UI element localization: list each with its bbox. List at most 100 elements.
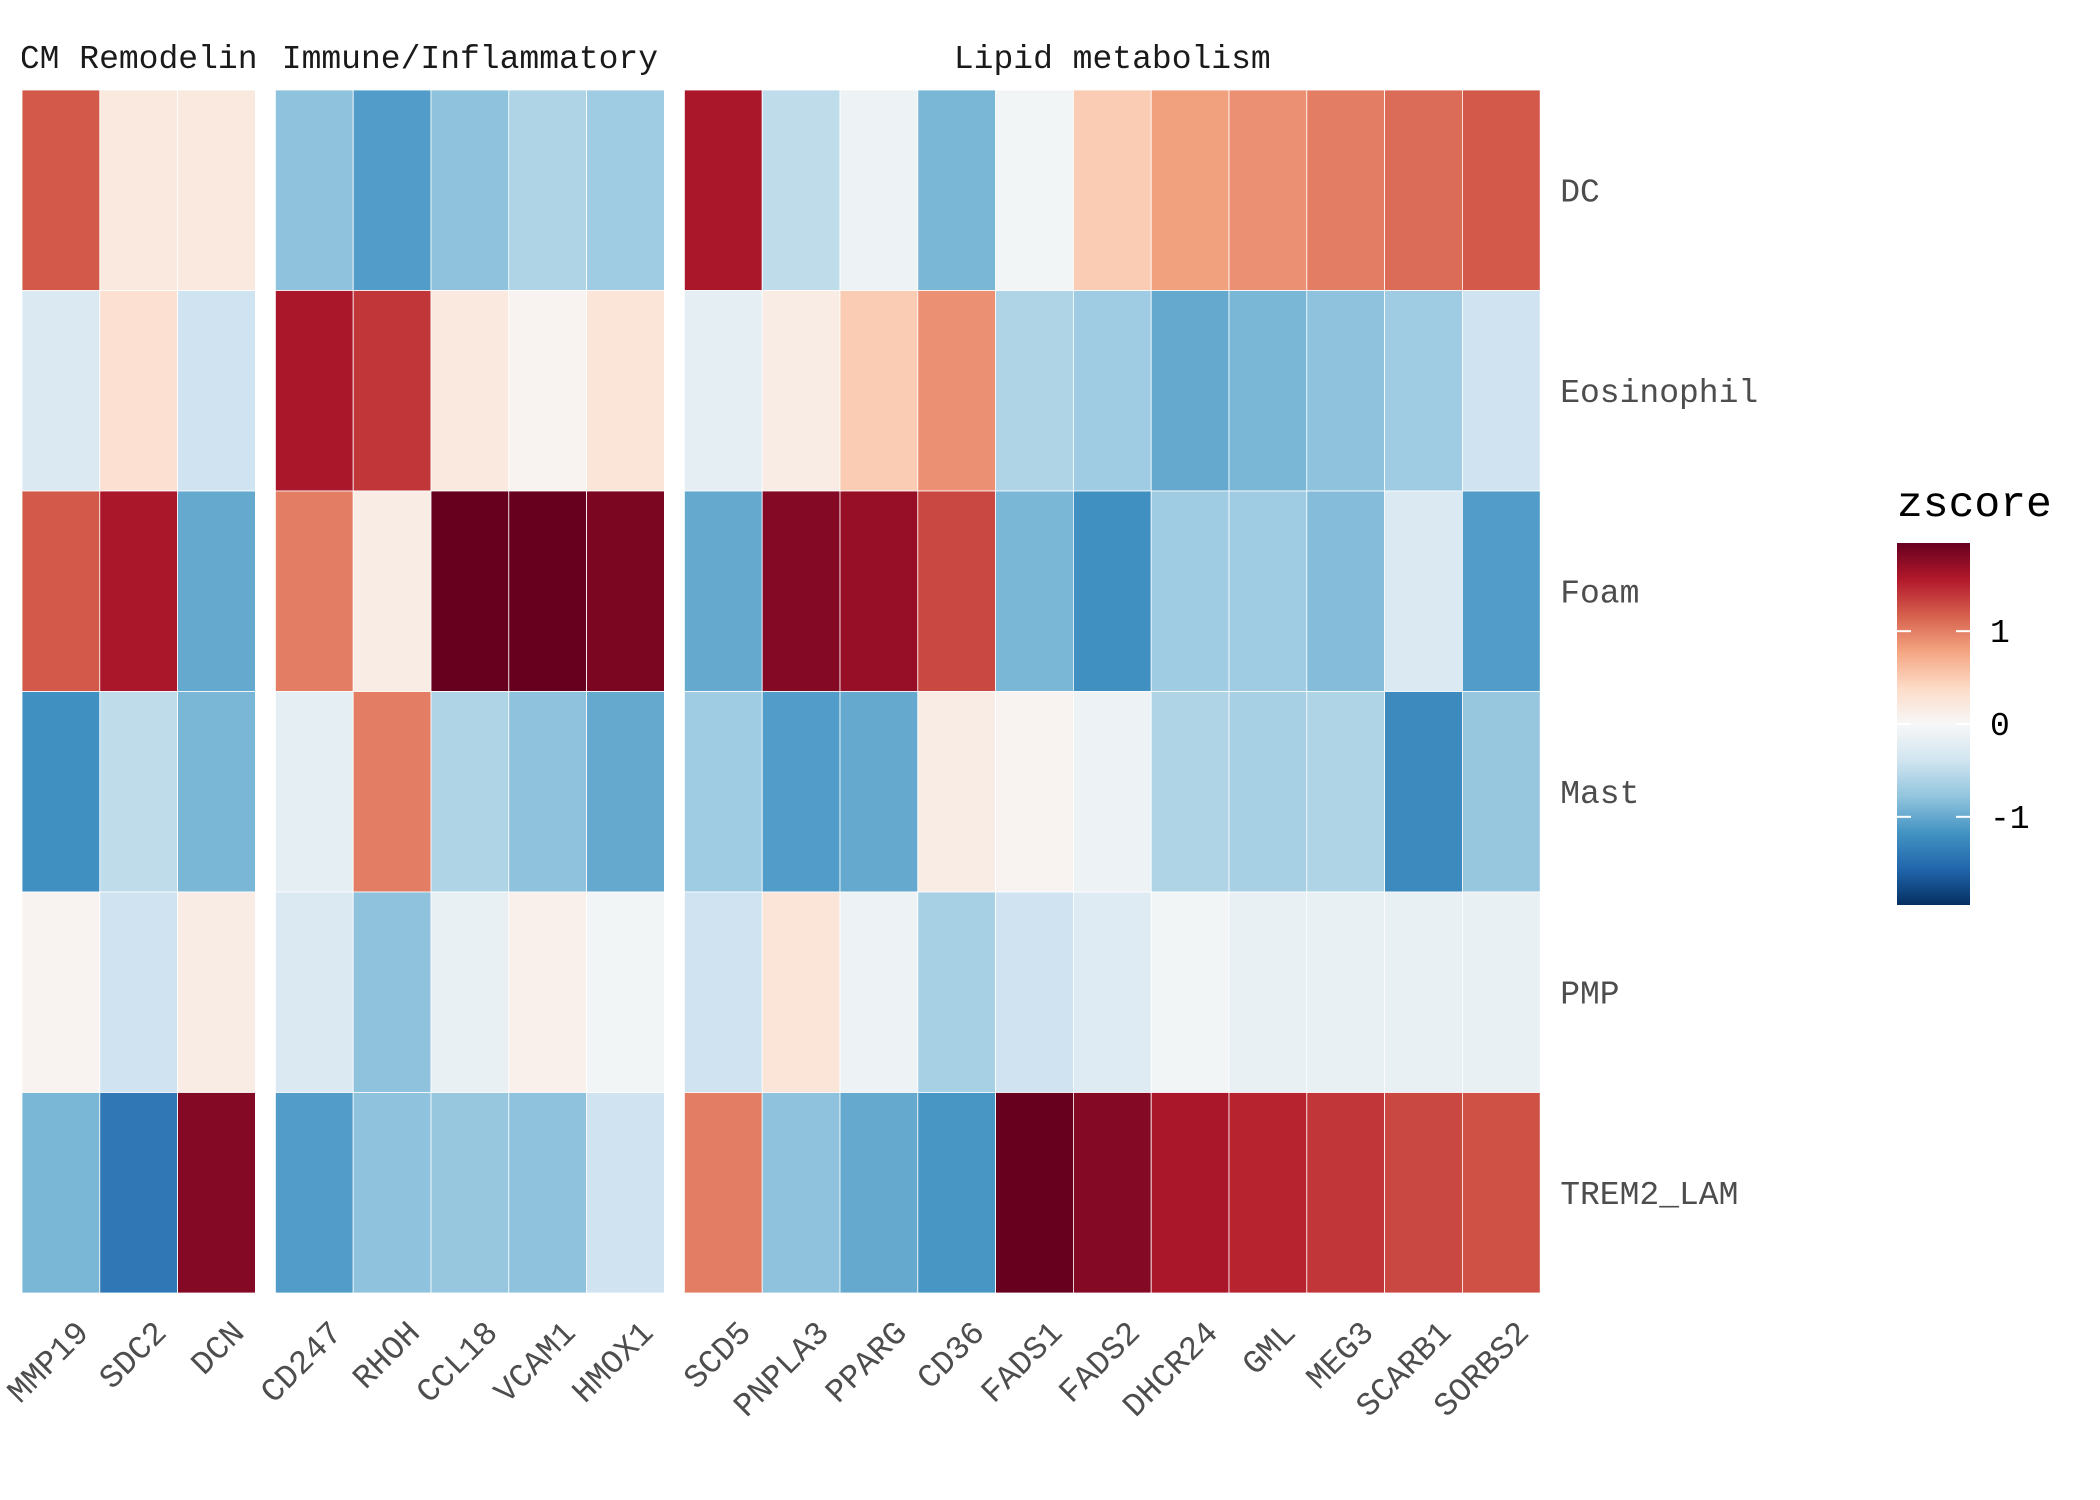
heatmap-cell [586,1092,665,1294]
heatmap-cell [274,490,354,692]
heatmap-cell [508,89,587,291]
heatmap-cell [1073,691,1152,893]
column-label: DCN [185,1315,253,1383]
heatmap-cell [274,1092,354,1294]
heatmap-cell [761,1092,841,1294]
heatmap-cell [21,490,101,692]
heatmap-cell [839,891,919,1093]
column-label: GML [1236,1315,1304,1383]
heatmap-cell [1384,290,1463,492]
facet-title: Immune/Inflammatory [282,41,658,78]
heatmap-cell [21,891,101,1093]
heatmap-cell [1073,290,1152,492]
heatmap-cell [177,891,256,1093]
heatmap-cell [21,691,101,893]
heatmap-cell [586,89,665,291]
heatmap-cell [586,490,665,692]
heatmap-cell [684,891,763,1093]
heatmap-cell [684,490,763,692]
heatmap-cell [1150,691,1230,893]
heatmap-cell [177,89,256,291]
heatmap-cell [1384,891,1463,1093]
heatmap-cell [1150,891,1230,1093]
heatmap-cell [1384,89,1463,291]
heatmap-cell [21,1092,101,1294]
heatmap-cell [1462,490,1541,692]
heatmap-cell [1150,1092,1230,1294]
heatmap-cell [99,1092,179,1294]
heatmap-cell [352,490,432,692]
row-label: DC [1560,174,1600,211]
heatmap-cell [761,891,841,1093]
legend-ticks: 1 0 -1 [1897,615,2030,838]
heatmap-cell [1150,290,1230,492]
facet-title: ECM Remodeling [0,41,277,78]
heatmap-cell [839,490,919,692]
heatmap-cell [839,1092,919,1294]
heatmap-cell [761,691,841,893]
heatmap-cell [99,691,179,893]
heatmap-cell [177,1092,256,1294]
heatmap-cell [430,1092,510,1294]
column-label: PPARG [819,1315,915,1411]
heatmap-cell [586,691,665,893]
heatmap-cell [995,691,1074,893]
heatmap-cell [508,1092,587,1294]
heatmap-cell [1228,891,1308,1093]
heatmap-cell [684,89,763,291]
facet-title: Lipid metabolism [954,41,1271,78]
row-labels: DC Eosinophil Foam Mast PMP TREM2_LAM [1560,174,1758,1214]
heatmap-cell [1073,89,1152,291]
legend-tick-label: 1 [1990,615,2010,652]
heatmap-cell [352,1092,432,1294]
heatmap-cell [274,290,354,492]
row-label: Eosinophil [1560,375,1758,412]
heatmap-cell [917,89,996,291]
legend-tick-label: 0 [1990,708,2010,745]
heatmap-cell [274,891,354,1093]
heatmap-cell [995,290,1074,492]
heatmap-cell [177,290,256,492]
heatmap-cell [1462,1092,1541,1294]
column-label: VCAM1 [488,1315,584,1411]
heatmap-cell [274,89,354,291]
heatmap-cell [1306,490,1386,692]
heatmap-cell [1384,1092,1463,1294]
heatmap-cell [684,691,763,893]
heatmap-cell [586,290,665,492]
column-label: MMP19 [1,1315,97,1411]
heatmap-cell [508,691,587,893]
heatmap-cell [430,89,510,291]
zscore-legend: zscore 1 0 -1 [1897,480,2052,905]
heatmap-cell [430,290,510,492]
heatmap-cell [177,691,256,893]
heatmap-cell [1462,891,1541,1093]
column-label: FADS1 [975,1315,1071,1411]
row-label: Foam [1560,575,1639,612]
heatmap-cell [917,691,996,893]
facet-2: Lipid metabolismSCD5PNPLA3PPARGCD36FADS1… [677,41,1541,1425]
heatmap-cell [995,490,1074,692]
legend-tick-label: -1 [1990,801,2030,838]
heatmap-cell [274,691,354,893]
heatmap-cell [1384,691,1463,893]
heatmap-cell [99,89,179,291]
heatmap-cell [917,1092,996,1294]
heatmap-cell [995,89,1074,291]
row-label: TREM2_LAM [1560,1177,1738,1214]
heatmap-cell [21,290,101,492]
column-label: SDC2 [93,1315,175,1397]
heatmap-cell [1073,1092,1152,1294]
heatmap-cell [839,290,919,492]
heatmap-cell [352,290,432,492]
heatmap-cell [761,89,841,291]
heatmap-cell [1228,691,1308,893]
heatmap-cell [684,1092,763,1294]
heatmap-cell [352,691,432,893]
heatmap-cell [761,490,841,692]
heatmap-cell [839,89,919,291]
heatmap-cell [1150,490,1230,692]
heatmap-cell [352,89,432,291]
